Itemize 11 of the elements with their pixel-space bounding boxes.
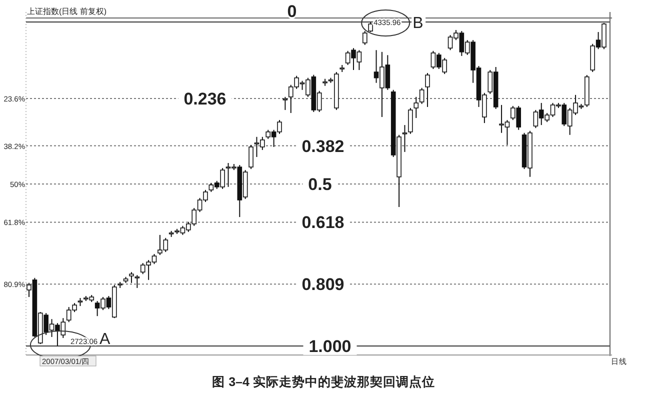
caption: 图 3–4 实际走势中的斐波那契回调点位 [212, 374, 435, 389]
annotation: 0.236 [184, 89, 226, 108]
annotation: 0.5 [308, 175, 332, 194]
annotation: A [99, 331, 110, 348]
annotation: 0.809 [302, 275, 344, 294]
annotation: 0.382 [302, 136, 344, 156]
annotation: 0 [287, 2, 297, 21]
annotation: 1.000 [308, 337, 352, 356]
annotation: 0.618 [302, 213, 344, 232]
annotation: B [412, 15, 424, 32]
chart-title: 上证指数(日线 前复权) [27, 7, 107, 16]
